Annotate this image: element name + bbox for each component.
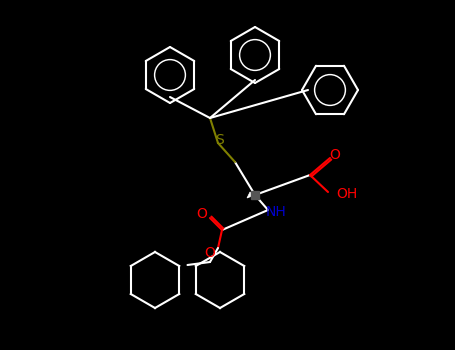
Text: O: O xyxy=(197,207,207,221)
Polygon shape xyxy=(247,192,255,198)
Text: O: O xyxy=(329,148,340,162)
Text: OH: OH xyxy=(336,187,357,201)
Text: O: O xyxy=(205,246,215,260)
Text: S: S xyxy=(216,133,224,147)
Text: NH: NH xyxy=(266,205,286,219)
